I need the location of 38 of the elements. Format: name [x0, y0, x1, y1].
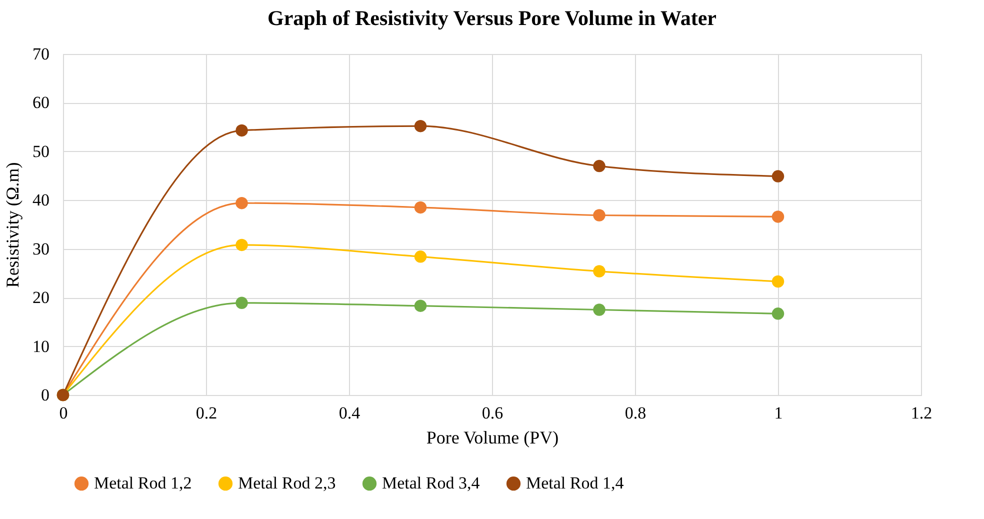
point [772, 275, 784, 288]
x-tick-label: 0.2 [196, 404, 218, 422]
x-tick-label: 1.2 [910, 404, 932, 422]
point [414, 120, 427, 132]
point [593, 209, 606, 222]
point [772, 170, 784, 182]
y-tick-label: 30 [32, 239, 50, 258]
point [236, 238, 248, 252]
y-tick-label: 50 [32, 142, 50, 161]
x-tick-label: 0.8 [624, 404, 646, 422]
x-tick-label: 1 [774, 404, 783, 422]
point [772, 210, 784, 223]
chart-title: Graph of Resistivity Versus Pore Volume in Water [268, 6, 716, 30]
y-tick-label: 60 [32, 93, 50, 112]
x-axis-title: Pore Volume (PV) [426, 428, 559, 448]
point [414, 250, 427, 263]
point [593, 160, 606, 172]
y-tick-label: 0 [41, 386, 50, 404]
x-tick-label: 0.4 [338, 404, 361, 422]
point [236, 196, 248, 210]
point [414, 300, 427, 312]
y-tick-label: 20 [32, 288, 50, 308]
legend-label: Metal Rod 2,3 [238, 474, 336, 493]
point [414, 201, 427, 214]
point [236, 296, 248, 310]
legend-label: Metal Rod 1,2 [94, 474, 192, 493]
point [593, 304, 606, 316]
point [772, 308, 784, 320]
legend-label: Metal Rod 1,4 [526, 474, 624, 493]
y-tick-label: 10 [32, 336, 50, 356]
legend-label: Metal Rod 3,4 [382, 474, 480, 493]
y-tick-label: 40 [32, 190, 50, 210]
point [236, 124, 248, 137]
x-tick-label: 0.6 [482, 404, 504, 422]
y-axis-title: Resistivity (Ω.m) [2, 162, 22, 288]
point [593, 265, 606, 278]
y-tick-label: 70 [32, 44, 50, 64]
x-tick-label: 0 [59, 404, 68, 422]
